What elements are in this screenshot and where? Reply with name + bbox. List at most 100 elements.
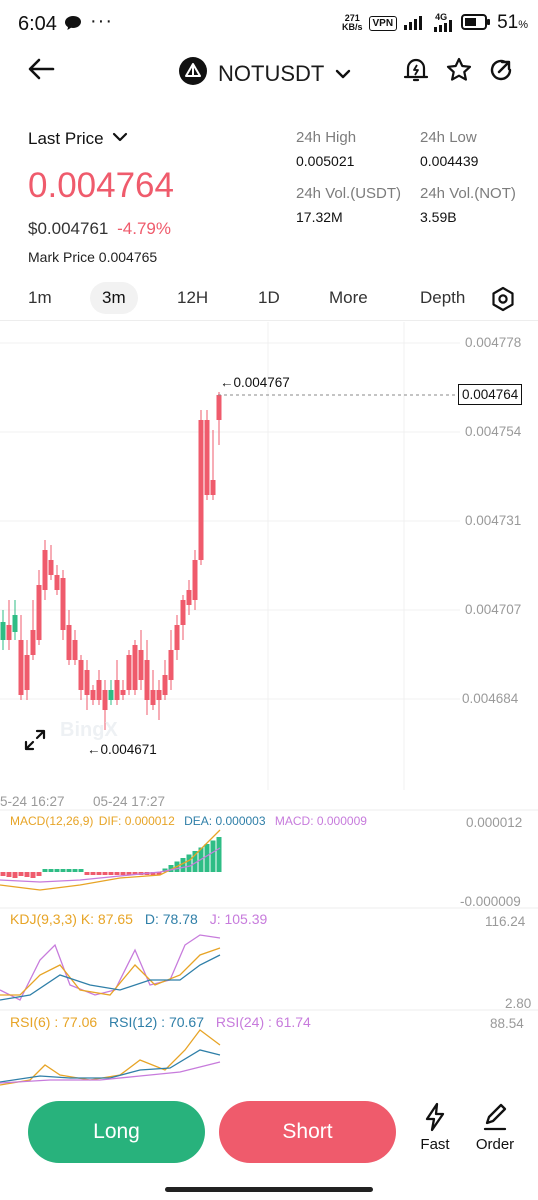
kdj-j: J: 105.39 <box>209 911 268 927</box>
macd-bar <box>102 872 108 875</box>
net-speed: 271 KB/s <box>342 14 363 32</box>
candle-body <box>162 675 168 695</box>
macd-bar <box>78 869 84 872</box>
kdj-y-bottom: 2.80 <box>505 996 532 1011</box>
chart-grid <box>0 322 538 1011</box>
y-axis-label: 0.004778 <box>465 335 522 350</box>
y-axis-label: 0.004684 <box>462 691 519 706</box>
macd-dea: DEA: 0.000003 <box>184 814 266 828</box>
star-icon[interactable] <box>445 56 473 89</box>
macd-bar <box>150 872 156 875</box>
macd-bar <box>66 869 72 872</box>
current-price-tag: 0.004764 <box>458 384 523 405</box>
tab-more[interactable]: More <box>329 288 368 307</box>
macd-bar <box>60 869 66 872</box>
tab-3m[interactable]: 3m <box>90 282 138 314</box>
candle-body <box>48 560 54 575</box>
vpn-badge: VPN <box>368 15 398 31</box>
battery-percent: 51 <box>497 12 519 33</box>
candles <box>0 392 222 730</box>
long-button[interactable]: Long <box>28 1101 205 1163</box>
indicator-lines <box>0 829 221 1086</box>
short-button[interactable]: Short <box>219 1101 396 1163</box>
candlestick-chart[interactable] <box>0 322 538 1092</box>
fast-button[interactable]: Fast <box>405 1102 465 1153</box>
macd-bar <box>12 872 18 878</box>
rsi-24: RSI(24) : 61.74 <box>215 1014 311 1030</box>
header: NOTUSDT <box>0 48 538 92</box>
symbol-name: NOTUSDT <box>218 61 325 86</box>
share-icon[interactable] <box>487 56 515 89</box>
kdj-y-top: 116.24 <box>485 914 526 929</box>
price-change-row: $0.004761 -4.79% <box>28 219 171 239</box>
macd-bar <box>192 851 198 872</box>
candle-body <box>204 420 210 495</box>
pencil-icon <box>481 1103 509 1136</box>
candle-body <box>30 630 36 655</box>
y-axis-label: 0.004754 <box>465 424 522 439</box>
tab-12h[interactable]: 12H <box>177 288 209 307</box>
settings-hexagon-icon[interactable] <box>490 286 516 317</box>
kdj-d: D: 78.78 <box>144 911 198 927</box>
candle-body <box>6 625 12 640</box>
rsi-6: RSI(6) : 77.06 <box>10 1014 98 1030</box>
macd-bar <box>120 872 126 875</box>
macd-bar <box>168 865 174 872</box>
candle-body <box>126 655 132 690</box>
time-label: 5-24 16:27 <box>0 794 65 809</box>
mark-price-row: Mark Price 0.004765 <box>28 249 157 265</box>
macd-bar <box>48 869 54 872</box>
candle-body <box>108 690 114 700</box>
low-24h-value: 0.004439 <box>420 153 479 169</box>
candle-body <box>156 690 162 700</box>
rsi-12: RSI(12) : 70.67 <box>109 1014 204 1030</box>
rsi-y-top: 88.54 <box>490 1016 524 1031</box>
price-mode-selector[interactable]: Last Price <box>28 129 128 149</box>
macd-bar <box>180 858 186 872</box>
candle-body <box>84 670 90 695</box>
candle-body <box>210 480 216 495</box>
high-24h-value: 0.005021 <box>296 153 355 169</box>
candle-body <box>198 420 204 560</box>
macd-bar <box>42 869 48 872</box>
order-button[interactable]: Order <box>465 1102 525 1153</box>
y-axis-label: 0.004731 <box>465 513 522 528</box>
macd-bar <box>108 872 114 875</box>
macd-bar <box>114 872 120 875</box>
status-indicators: 271 KB/s VPN 4G 51% <box>342 12 528 34</box>
vol-usdt-label: 24h Vol.(USDT) <box>296 185 402 202</box>
macd-bar <box>84 872 90 875</box>
watermark-logo: BingX <box>60 719 118 741</box>
macd-bar <box>0 872 6 876</box>
kdj-title: KDJ(9,3,3) <box>10 911 77 927</box>
candle-body <box>0 622 6 640</box>
candle-body <box>12 615 18 632</box>
macd-bar <box>126 872 132 875</box>
macd-bar <box>6 872 12 877</box>
back-arrow-icon[interactable] <box>26 56 56 87</box>
macd-bar <box>132 872 138 875</box>
macd-histogram <box>0 837 222 878</box>
macd-bar <box>36 872 42 876</box>
tab-1d[interactable]: 1D <box>258 288 280 307</box>
candle-body <box>24 655 30 690</box>
candle-body <box>18 640 24 695</box>
candle-body <box>36 585 42 640</box>
network-type: 4G <box>435 12 448 22</box>
network-4g-icon: 4G <box>433 12 455 32</box>
macd-bar <box>156 872 162 875</box>
rsi-24-line <box>0 1061 221 1084</box>
symbol-selector[interactable]: NOTUSDT <box>178 56 352 92</box>
candle-body <box>78 660 84 690</box>
tab-depth[interactable]: Depth <box>420 288 466 307</box>
tab-1m[interactable]: 1m <box>28 288 52 307</box>
fullscreen-icon[interactable] <box>23 728 47 757</box>
candle-body <box>54 575 60 590</box>
lightning-icon <box>422 1102 448 1136</box>
high-24h-label: 24h High <box>296 129 357 146</box>
candle-body <box>120 690 126 695</box>
macd-bar <box>96 872 102 875</box>
chevron-down-icon <box>334 61 352 87</box>
price-alert-icon[interactable] <box>402 56 430 89</box>
candle-body <box>144 660 150 700</box>
